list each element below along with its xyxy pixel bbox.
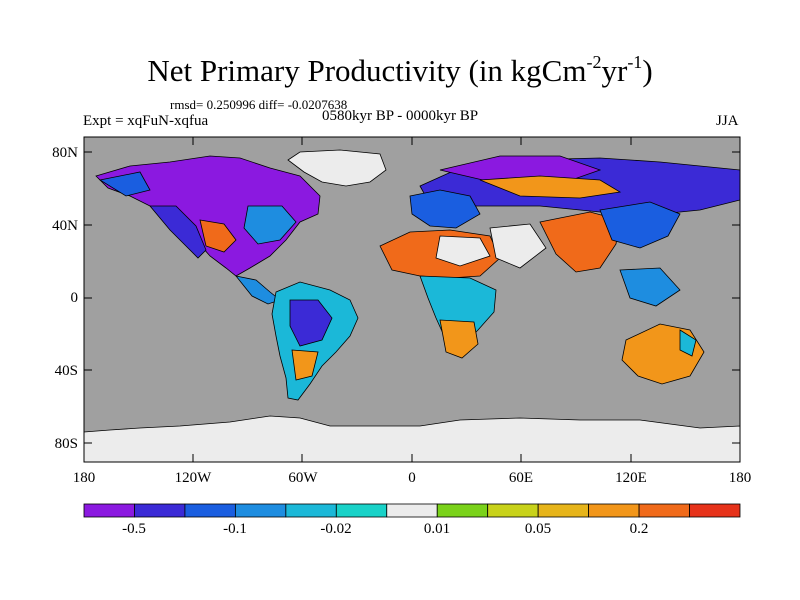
- antarctica-ice: [84, 415, 740, 462]
- asia-orange-band: [479, 175, 622, 199]
- colorbar-box: [134, 503, 186, 518]
- period-label: 0580kyr BP - 0000kyr BP: [322, 108, 479, 124]
- south-asia: [539, 211, 621, 273]
- australia-east: [679, 329, 697, 357]
- colorbar-box: [487, 503, 539, 518]
- colorbar-box: [234, 503, 287, 518]
- europe: [409, 189, 481, 229]
- north-america-east: [243, 205, 297, 245]
- colorbar-label-5: 0.05: [524, 521, 552, 537]
- colorbar-box: [436, 503, 489, 518]
- lon-label-120w: 120W: [174, 470, 212, 486]
- southern-africa: [439, 319, 479, 359]
- lat-label-40s: 40S: [54, 363, 78, 379]
- south-america-core: [289, 299, 333, 347]
- alaska: [98, 171, 151, 197]
- experiment-label: Expt = xqFuN-xqfua: [83, 113, 209, 129]
- colorbar-box: [638, 503, 690, 518]
- colorbar: [83, 503, 741, 518]
- title-exp1: -2: [586, 52, 602, 72]
- title-exp2: -1: [627, 52, 643, 72]
- colorbar-label-3: -0.02: [320, 521, 352, 537]
- lon-label-60w: 60W: [288, 470, 318, 486]
- season-label: JJA: [716, 113, 739, 129]
- axis-ticks: [83, 137, 741, 462]
- stats-text: rmsd= 0.250996 diff= -0.0207638: [170, 97, 348, 112]
- east-asia: [599, 201, 681, 249]
- title-close: ): [642, 53, 653, 88]
- south-america-south: [291, 349, 319, 381]
- lon-label-0: 0: [408, 470, 416, 486]
- colorbar-box: [184, 503, 236, 518]
- colorbar-box: [83, 503, 135, 518]
- colorbar-label-6: 0.2: [629, 521, 649, 537]
- colorbar-label-2: -0.1: [223, 521, 247, 537]
- colorbar-label-1: -0.5: [122, 521, 146, 537]
- colorbar-box: [588, 503, 640, 518]
- colorbar-label-4: 0.01: [423, 521, 451, 537]
- colorbar-box: [386, 503, 438, 518]
- colorbar-box: [537, 503, 590, 518]
- sahara: [435, 235, 491, 267]
- colorbar-box: [335, 503, 388, 518]
- lat-label-80s: 80S: [54, 436, 78, 452]
- southeast-asia: [619, 267, 681, 307]
- lat-label-40n: 40N: [52, 218, 78, 234]
- title-mid: yr: [601, 53, 628, 88]
- north-america-west: [149, 205, 207, 259]
- chart-title: Net Primary Productivity (in kgCm-2yr-1): [0, 52, 800, 89]
- greenland-ice: [287, 149, 387, 187]
- lat-label-0: 0: [70, 290, 79, 306]
- colorbar-box: [689, 503, 741, 518]
- lon-label-180e: 180: [728, 470, 752, 486]
- colorbar-box: [285, 503, 337, 518]
- lon-label-180w: 180: [72, 470, 96, 486]
- land-layer: [84, 149, 740, 462]
- lon-label-60e: 60E: [508, 470, 534, 486]
- lat-label-80n: 80N: [52, 145, 78, 161]
- north-america-southwest: [199, 219, 237, 253]
- middle-east: [489, 223, 547, 269]
- title-main: Net Primary Productivity (in kgCm: [147, 53, 587, 88]
- lon-label-120e: 120E: [615, 470, 647, 486]
